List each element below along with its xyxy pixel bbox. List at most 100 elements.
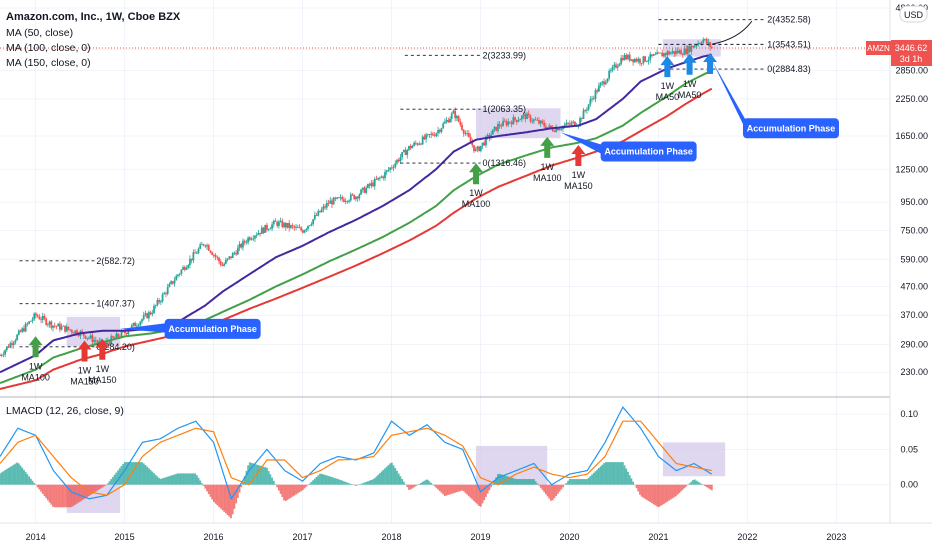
candle-body (664, 53, 667, 56)
candle-body (495, 126, 498, 131)
candle-body (621, 58, 624, 61)
histogram-bar (690, 481, 693, 485)
candle-body (332, 197, 335, 205)
candle-body (555, 127, 558, 132)
candle-body (288, 222, 291, 228)
histogram-bar (577, 479, 580, 485)
histogram-bar (663, 484, 665, 504)
up-arrow (77, 340, 92, 362)
callout-label: Accumulation Phase (747, 123, 836, 133)
histogram-bar (228, 484, 231, 517)
candle-body (300, 227, 303, 231)
candle-body (651, 54, 653, 56)
histogram-bar (558, 484, 561, 492)
price-tick-label: 750.00 (900, 226, 928, 236)
candle-body (88, 337, 90, 339)
histogram-bar (466, 484, 469, 495)
time-tick-label: 2014 (26, 532, 46, 542)
candle-body (230, 256, 232, 258)
histogram-bar (243, 476, 246, 485)
candle-body (177, 274, 179, 277)
candle-body (337, 197, 340, 199)
histogram-bar (211, 484, 214, 500)
candle-body (327, 202, 330, 204)
arrow-label-timeframe: 1W (29, 361, 43, 371)
histogram-bar (81, 484, 84, 501)
candle-body (538, 120, 540, 124)
histogram-bar (589, 476, 592, 485)
candle-body (137, 325, 140, 327)
histogram-bar (341, 480, 344, 485)
histogram-bar (479, 484, 482, 507)
time-axis-ticks[interactable]: 2014 2015 2016 2017 2018 2019 2020 2021 2022 2023 (26, 532, 847, 542)
candle-body (238, 243, 241, 248)
candle-body (286, 222, 289, 228)
fib-level-label: 2(4352.58) (767, 15, 811, 25)
histogram-bar (355, 484, 357, 486)
candle-body (464, 133, 467, 135)
histogram-bar (539, 484, 542, 488)
candle-body (587, 104, 590, 110)
candle-body (266, 224, 268, 230)
histogram-bar (344, 481, 347, 485)
indicator-ma50-label[interactable]: MA (50, close) (6, 27, 73, 39)
candle-body (130, 325, 133, 330)
candle-body (271, 224, 273, 229)
candle-body (77, 334, 80, 336)
currency-button[interactable] (899, 5, 928, 23)
candle-body (147, 312, 150, 319)
candle-body (289, 225, 292, 228)
histogram-bar (517, 479, 520, 485)
histogram-bar (661, 484, 664, 505)
histogram-bar (26, 474, 29, 485)
histogram-bar (96, 484, 99, 491)
candle-body (293, 226, 296, 228)
histogram-bar (48, 484, 51, 503)
histogram-bar (301, 484, 304, 491)
candle-body (242, 240, 244, 248)
histogram-bar (582, 479, 585, 485)
candle-body (283, 223, 285, 228)
histogram-bar (60, 484, 63, 508)
candle-body (707, 42, 710, 44)
lmacd-label[interactable]: LMACD (12, 26, close, 9) (6, 405, 124, 417)
histogram-bar (129, 462, 131, 485)
candle-body (74, 330, 77, 334)
candle-body (308, 225, 311, 227)
histogram-bar (464, 484, 467, 493)
candle-body (669, 52, 672, 55)
callout-box (600, 141, 697, 162)
histogram-bar (296, 484, 299, 494)
histogram-bar (91, 484, 94, 494)
lmacd-axis-ticks[interactable]: 0.10 0.05 0.00 (900, 409, 918, 490)
candle-body (197, 248, 200, 254)
macd-histogram (0, 462, 713, 519)
candle-body (23, 328, 25, 332)
indicator-ma150-label[interactable]: MA (150, close, 0) (6, 57, 91, 69)
candle-body (426, 134, 429, 135)
histogram-bar (382, 469, 385, 485)
candle-body (14, 340, 17, 343)
histogram-bar (389, 463, 392, 485)
candle-body (70, 330, 73, 333)
candle-body (372, 182, 374, 187)
arrow-label-ma: MA50 (678, 90, 702, 100)
candle-body (214, 254, 217, 257)
candle-body (601, 81, 604, 84)
histogram-bar (467, 484, 470, 497)
histogram-bar (254, 463, 256, 485)
fib-level-label: 1(2063.35) (482, 104, 526, 114)
histogram-bar (115, 472, 118, 485)
candle-body (491, 129, 494, 135)
histogram-bar (700, 483, 703, 485)
candle-body (31, 319, 34, 321)
histogram-bar (457, 484, 460, 492)
candle-body (243, 240, 246, 243)
histogram-bar (266, 467, 268, 485)
histogram-bar (693, 479, 696, 485)
histogram-bar (154, 474, 157, 485)
histogram-bar (591, 474, 593, 485)
candle-body (568, 123, 571, 125)
candle-body (35, 313, 37, 316)
